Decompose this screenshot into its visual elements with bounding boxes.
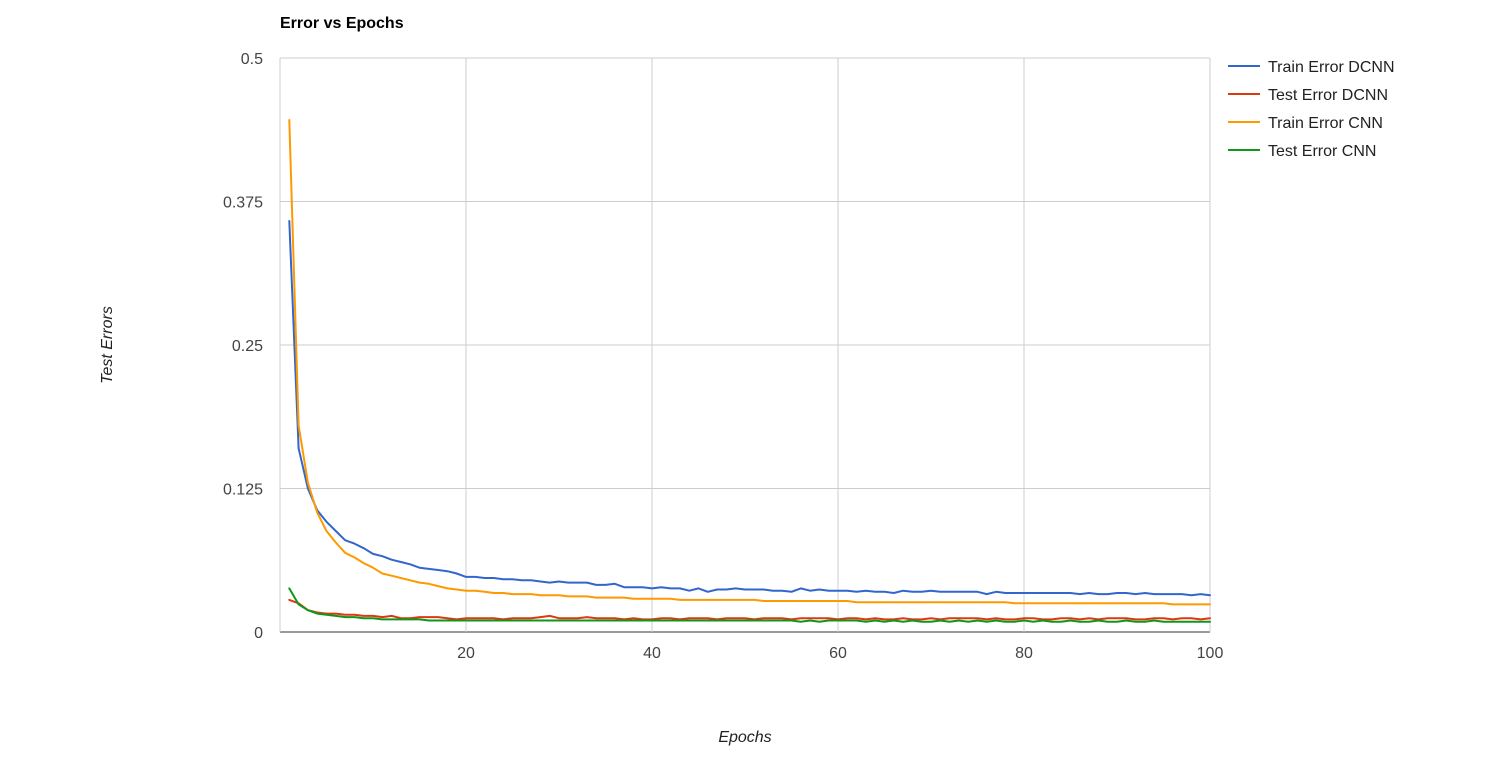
x-tick-label: 20 xyxy=(457,645,475,662)
series-line-test-error-cnn xyxy=(288,587,1211,623)
legend-label: Train Error CNN xyxy=(1268,115,1383,132)
y-tick-label: 0.25 xyxy=(232,338,263,355)
legend-label: Train Error DCNN xyxy=(1268,59,1395,76)
legend-label: Test Error DCNN xyxy=(1268,87,1388,104)
x-tick-label: 80 xyxy=(1015,645,1033,662)
x-tick-label: 100 xyxy=(1197,645,1224,662)
legend-item-train-error-cnn[interactable]: Train Error CNN xyxy=(1228,115,1383,132)
series-line-train-error-dcnn xyxy=(288,220,1211,597)
series-lines xyxy=(288,119,1211,623)
legend-item-train-error-dcnn[interactable]: Train Error DCNN xyxy=(1228,59,1395,76)
x-axis-title: Epochs xyxy=(718,729,771,746)
y-tick-label: 0 xyxy=(254,625,263,642)
legend[interactable]: Train Error DCNN Test Error DCNN Train Err… xyxy=(1228,59,1395,160)
y-tick-label: 0.125 xyxy=(223,482,263,499)
y-tick-label: 0.5 xyxy=(241,51,263,68)
legend-label: Test Error CNN xyxy=(1268,143,1376,160)
tick-labels: 0 0.125 0.25 0.375 0.5 20 40 60 80 100 xyxy=(223,51,1223,662)
y-tick-label: 0.375 xyxy=(223,195,263,212)
series-line-train-error-cnn xyxy=(288,119,1211,606)
legend-item-test-error-cnn[interactable]: Test Error CNN xyxy=(1228,143,1376,160)
grid xyxy=(279,57,1211,633)
legend-item-test-error-dcnn[interactable]: Test Error DCNN xyxy=(1228,87,1388,104)
x-tick-label: 60 xyxy=(829,645,847,662)
x-tick-label: 40 xyxy=(643,645,661,662)
y-axis-title: Test Errors xyxy=(99,306,116,384)
chart-title: Error vs Epochs xyxy=(280,15,404,32)
series-line-test-error-dcnn xyxy=(288,598,1211,621)
